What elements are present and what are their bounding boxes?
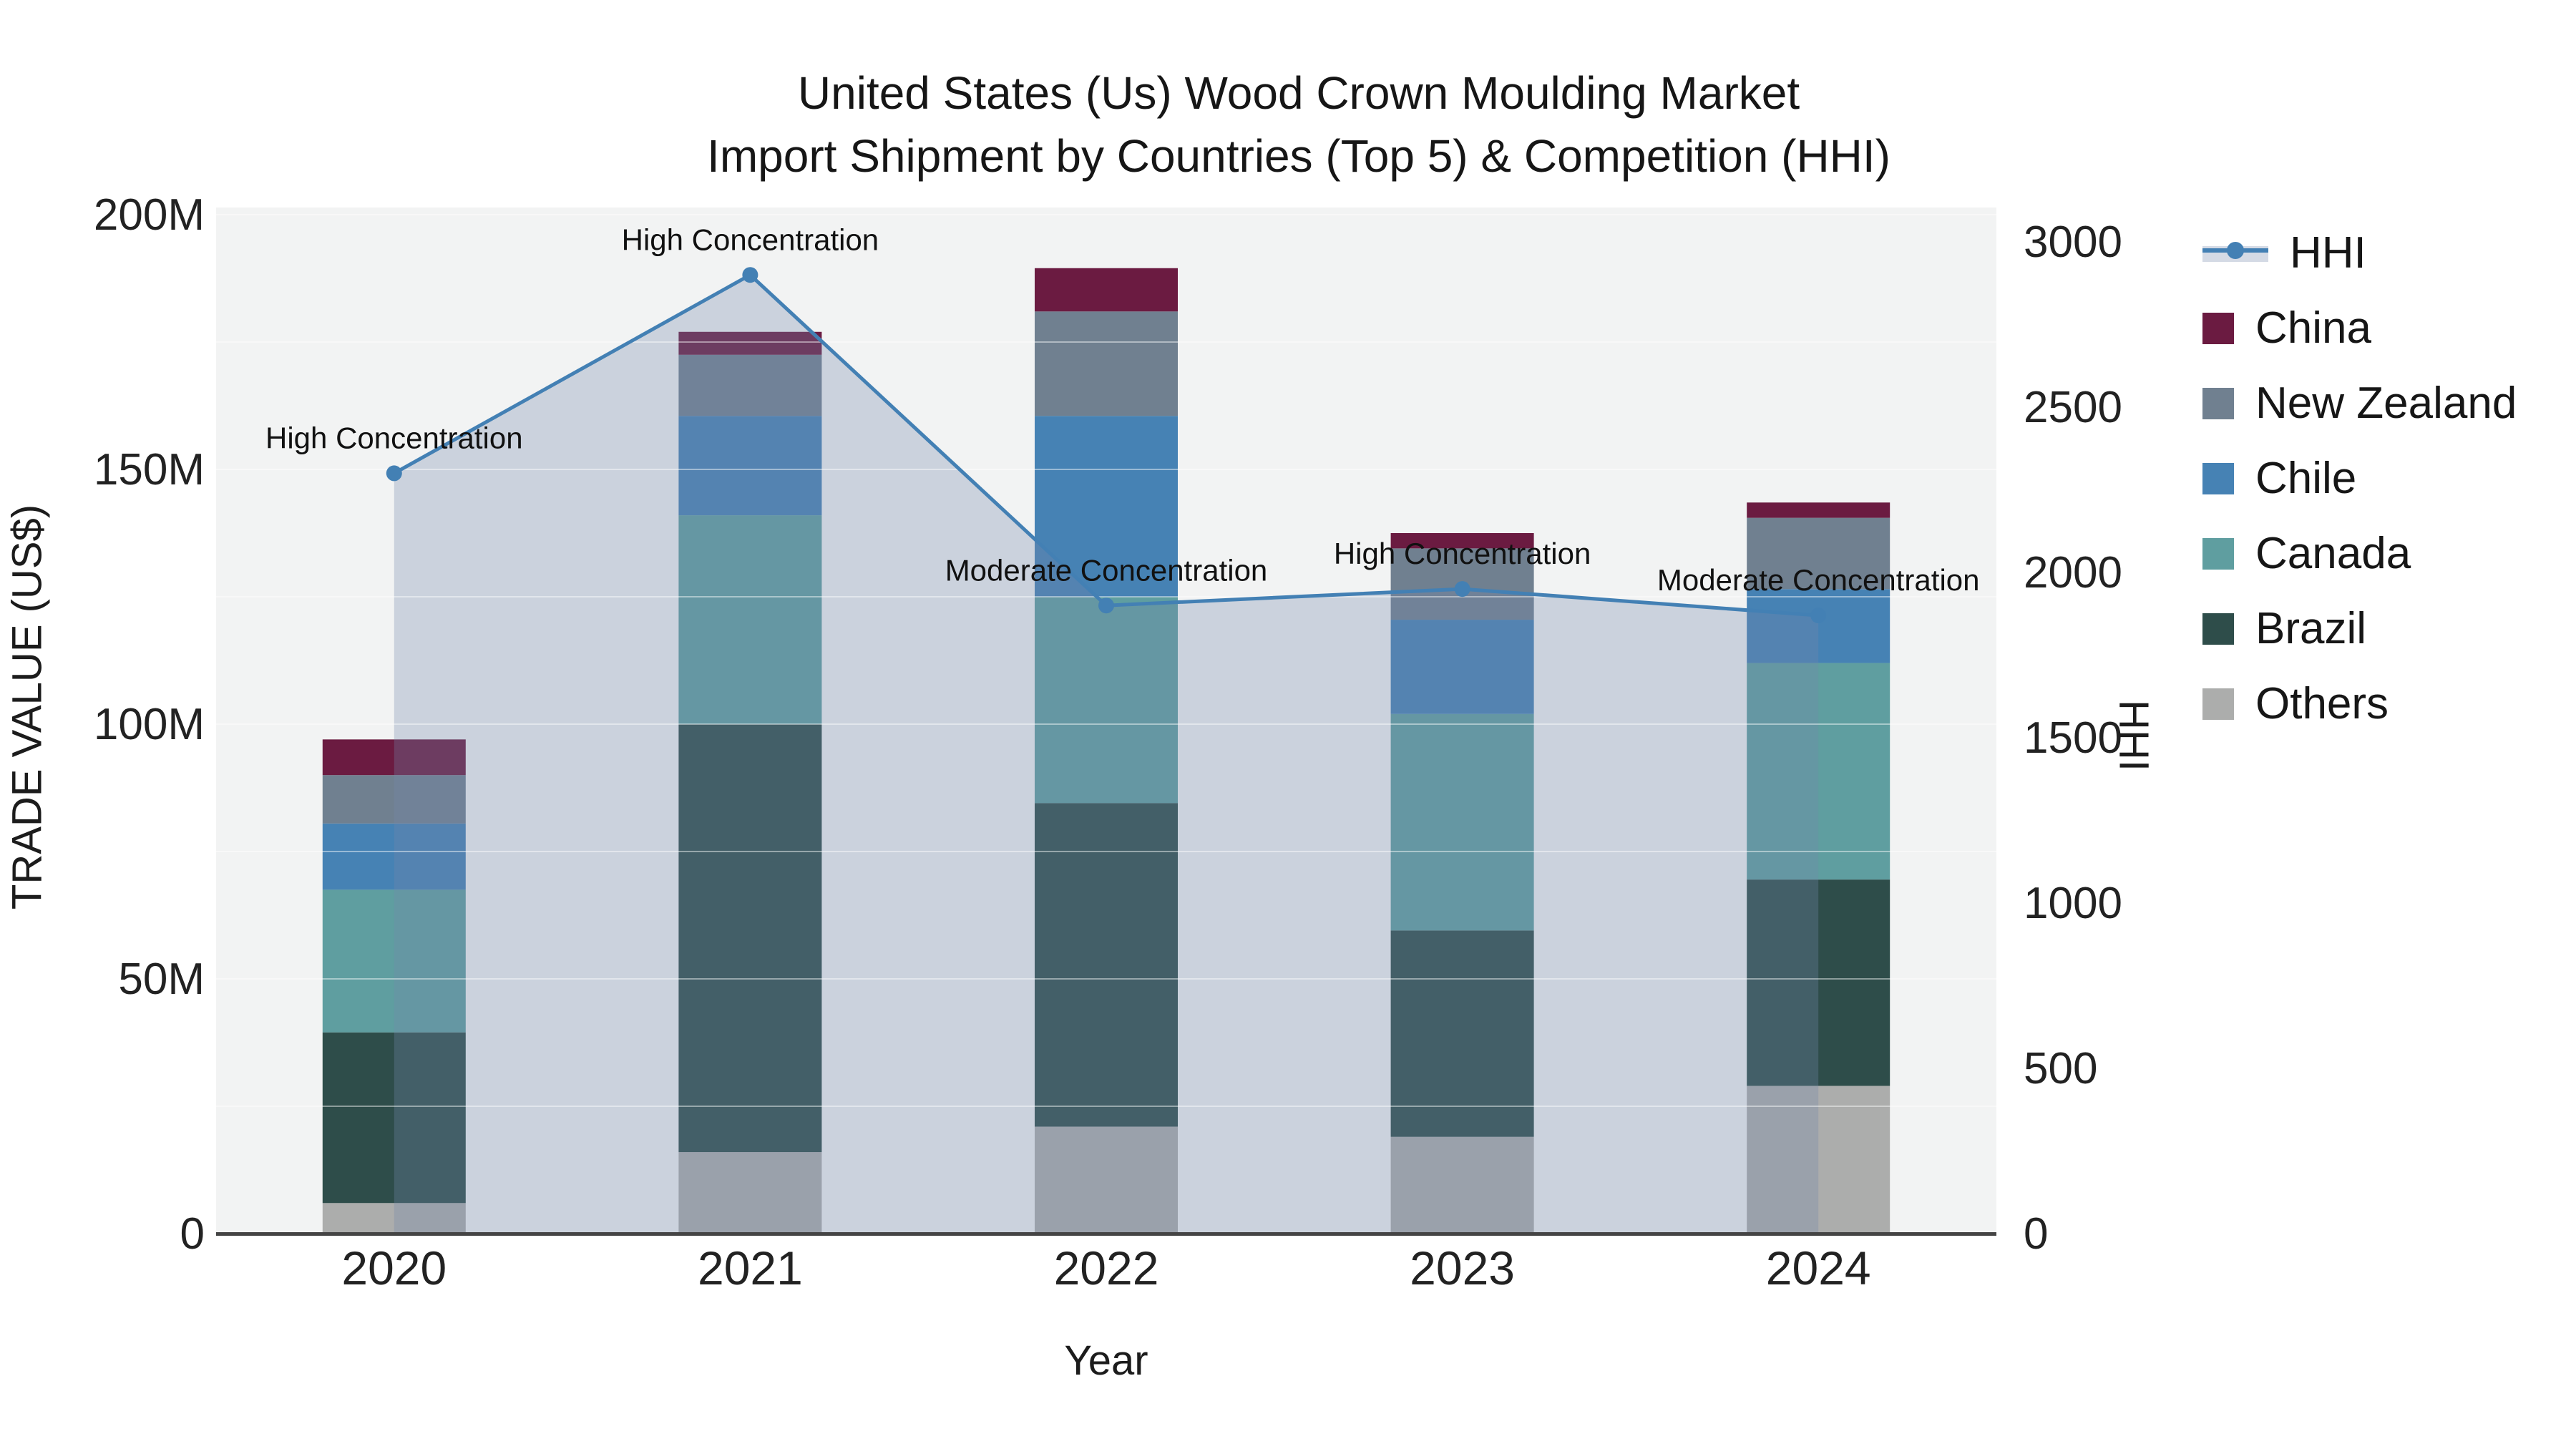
right-axis-tick: 2500 bbox=[2024, 383, 2122, 432]
annotation-2022: Moderate Concentration bbox=[945, 553, 1268, 587]
chart-title-line2: Import Shipment by Countries (Top 5) & C… bbox=[707, 130, 1890, 182]
hhi-line-swatch-icon bbox=[2202, 241, 2268, 262]
legend-label: Others bbox=[2255, 679, 2389, 728]
right-axis-tick: 1500 bbox=[2024, 713, 2122, 763]
bar-segment-2023-canada bbox=[1390, 713, 1534, 931]
legend-item-china[interactable]: China bbox=[2202, 303, 2517, 353]
bar-segment-2024-canada bbox=[1747, 663, 1890, 880]
hhi-area-fill bbox=[394, 275, 1819, 1234]
hhi-marker-2022 bbox=[1098, 597, 1114, 614]
annotation-2023: High Concentration bbox=[1334, 537, 1591, 570]
bar-segment-2020-canada bbox=[322, 889, 466, 1033]
others-swatch-icon bbox=[2202, 688, 2234, 720]
hhi-marker-2021 bbox=[742, 267, 758, 283]
left-axis-tick: 100M bbox=[94, 700, 205, 749]
legend-item-others[interactable]: Others bbox=[2202, 678, 2517, 729]
left-axis-tick: 200M bbox=[94, 190, 205, 240]
legend-label: HHI bbox=[2290, 228, 2366, 278]
x-axis-tick-2020: 2020 bbox=[341, 1241, 447, 1294]
bar-segment-2021-brazil bbox=[678, 724, 822, 1153]
x-axis-line bbox=[216, 1232, 1996, 1236]
legend-label: Chile bbox=[2255, 454, 2357, 503]
bar-segment-2021-china bbox=[678, 331, 822, 355]
left-axis-tick: 150M bbox=[94, 445, 205, 494]
bar-segment-2022-chile bbox=[1035, 416, 1178, 597]
bar-segment-2020-china bbox=[322, 739, 466, 776]
bar-segment-2021-chile bbox=[678, 416, 822, 516]
right-axis-tick: 3000 bbox=[2024, 218, 2122, 267]
annotation-2024: Moderate Concentration bbox=[1657, 563, 1980, 597]
bar-segment-2024-chile bbox=[1747, 589, 1890, 663]
x-axis-tick-2023: 2023 bbox=[1410, 1241, 1515, 1294]
bar-segment-2023-chile bbox=[1390, 620, 1534, 714]
x-axis-tick-2021: 2021 bbox=[698, 1241, 803, 1294]
legend-label: Brazil bbox=[2255, 604, 2367, 653]
bar-segment-2024-new-zealand bbox=[1747, 517, 1890, 590]
legend-item-new-zealand[interactable]: New Zealand bbox=[2202, 378, 2517, 429]
bar-segment-2022-china bbox=[1035, 268, 1178, 312]
right-axis-tick: 0 bbox=[2024, 1209, 2048, 1259]
bar-segment-2023-brazil bbox=[1390, 930, 1534, 1137]
bar-segment-2020-others bbox=[322, 1203, 466, 1234]
brazil-swatch-icon bbox=[2202, 613, 2234, 645]
x-axis-tick-2022: 2022 bbox=[1054, 1241, 1159, 1294]
legend-label: New Zealand bbox=[2255, 379, 2517, 428]
bar-segment-2023-others bbox=[1390, 1136, 1534, 1234]
bar-segment-2020-chile bbox=[322, 823, 466, 890]
legend: HHI China New Zealand Chile Canada Brazi… bbox=[2202, 228, 2517, 729]
left-axis-title: TRADE VALUE (US$) bbox=[4, 504, 51, 910]
chart-title: United States (Us) Wood Crown Moulding M… bbox=[707, 62, 1890, 187]
legend-label: China bbox=[2255, 303, 2371, 353]
annotation-2021: High Concentration bbox=[622, 223, 879, 256]
hhi-marker-2024 bbox=[1810, 608, 1827, 624]
canada-swatch-icon bbox=[2202, 537, 2234, 570]
hhi-marker-2023 bbox=[1454, 581, 1470, 597]
chart-title-line1: United States (Us) Wood Crown Moulding M… bbox=[797, 67, 1800, 119]
bar-segment-2022-canada bbox=[1035, 597, 1178, 804]
chile-swatch-icon bbox=[2202, 462, 2234, 494]
bar-segment-2020-brazil bbox=[322, 1032, 466, 1204]
annotation-2020: High Concentration bbox=[265, 421, 523, 454]
legend-item-brazil[interactable]: Brazil bbox=[2202, 603, 2517, 654]
bar-segment-2021-canada bbox=[678, 515, 822, 724]
legend-item-canada[interactable]: Canada bbox=[2202, 528, 2517, 579]
legend-item-chile[interactable]: Chile bbox=[2202, 453, 2517, 504]
bar-segment-2024-brazil bbox=[1747, 879, 1890, 1086]
bar-segment-2022-new-zealand bbox=[1035, 311, 1178, 416]
legend-item-hhi[interactable]: HHI bbox=[2202, 228, 2517, 278]
left-axis-tick: 0 bbox=[180, 1209, 205, 1259]
right-axis-tick: 2000 bbox=[2024, 548, 2122, 597]
bar-segment-2024-others bbox=[1747, 1085, 1890, 1234]
bar-segment-2022-brazil bbox=[1035, 803, 1178, 1127]
x-axis-tick-2024: 2024 bbox=[1766, 1241, 1871, 1294]
right-axis-tick: 500 bbox=[2024, 1044, 2097, 1093]
legend-label: Canada bbox=[2255, 529, 2411, 578]
left-axis-tick: 50M bbox=[118, 955, 205, 1004]
bar-segment-2021-new-zealand bbox=[678, 354, 822, 416]
x-axis-title: Year bbox=[1064, 1337, 1148, 1384]
bar-segment-2021-others bbox=[678, 1152, 822, 1234]
china-swatch-icon bbox=[2202, 312, 2234, 344]
right-axis-title: HHI bbox=[2110, 700, 2157, 771]
new-zealand-swatch-icon bbox=[2202, 387, 2234, 419]
bar-segment-2020-new-zealand bbox=[322, 775, 466, 824]
bar-segment-2022-others bbox=[1035, 1126, 1178, 1234]
right-axis-tick: 1000 bbox=[2024, 879, 2122, 928]
hhi-marker-2020 bbox=[386, 465, 402, 482]
bar-segment-2024-china bbox=[1747, 502, 1890, 518]
bar-segment-2023-china bbox=[1390, 533, 1534, 549]
